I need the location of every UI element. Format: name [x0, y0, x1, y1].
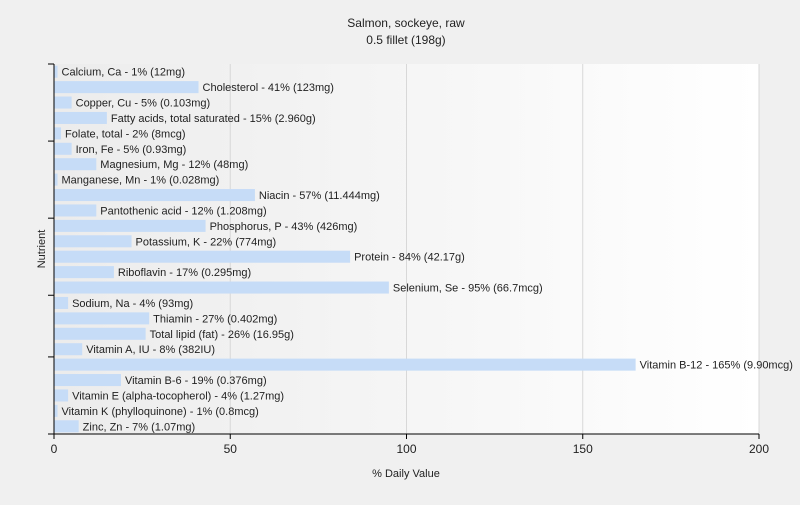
y-axis-label: Nutrient: [36, 230, 48, 269]
bar: [54, 235, 132, 248]
bar: [54, 327, 146, 340]
bar-label: Vitamin E (alpha-tocopherol) - 4% (1.27m…: [72, 390, 284, 402]
bar-label: Manganese, Mn - 1% (0.028mg): [62, 175, 220, 187]
bar: [54, 343, 83, 356]
bar: [54, 296, 69, 309]
chart-subtitle: 0.5 fillet (198g): [366, 33, 445, 47]
bar: [54, 204, 97, 217]
bar: [54, 96, 72, 109]
gridlines: [229, 64, 760, 434]
bars: [54, 65, 636, 433]
bar: [54, 65, 58, 78]
bar-label: Phosphorus, P - 43% (426mg): [210, 221, 358, 233]
axes: 0 50 100 150 200: [48, 63, 769, 456]
bar: [54, 189, 255, 202]
bar: [54, 127, 62, 140]
bar-label: Calcium, Ca - 1% (12mg): [62, 67, 185, 79]
bar: [54, 374, 121, 387]
bar-label: Copper, Cu - 5% (0.103mg): [76, 98, 211, 110]
bar: [54, 173, 58, 186]
x-tick-label: 0: [51, 442, 58, 456]
bar-label: Niacin - 57% (11.444mg): [259, 190, 380, 202]
x-tick-label: 200: [749, 442, 769, 456]
bar: [54, 404, 58, 417]
bar: [54, 420, 79, 433]
x-axis-label: % Daily Value: [372, 468, 440, 480]
bar-label: Total lipid (fat) - 26% (16.95g): [150, 329, 294, 341]
bar-label: Magnesium, Mg - 12% (48mg): [100, 159, 248, 171]
bar-label: Folate, total - 2% (8mcg): [65, 128, 185, 140]
bar-label: Selenium, Se - 95% (66.7mcg): [393, 283, 543, 295]
bar-label: Vitamin A, IU - 8% (382IU): [86, 344, 215, 356]
bar-label: Vitamin B-12 - 165% (9.90mcg): [640, 360, 793, 372]
bar-labels: Calcium, Ca - 1% (12mg) Cholesterol - 41%…: [62, 67, 793, 434]
bar: [54, 219, 206, 232]
bar-label: Pantothenic acid - 12% (1.208mg): [100, 205, 266, 217]
bar: [54, 312, 150, 325]
bar: [54, 111, 107, 124]
bar-label: Vitamin B-6 - 19% (0.376mg): [125, 375, 267, 387]
bar: [54, 158, 97, 171]
bar: [54, 250, 351, 263]
bar-label: Fatty acids, total saturated - 15% (2.96…: [111, 113, 316, 125]
bar-label: Thiamin - 27% (0.402mg): [153, 313, 277, 325]
bar: [54, 389, 69, 402]
bar: [54, 281, 389, 294]
bar: [54, 142, 72, 155]
bar-label: Potassium, K - 22% (774mg): [136, 236, 277, 248]
bar-label: Protein - 84% (42.17g): [354, 252, 465, 264]
x-tick-label: 150: [573, 442, 593, 456]
chart-title: Salmon, sockeye, raw: [347, 16, 465, 30]
bar-label: Zinc, Zn - 7% (1.07mg): [83, 421, 195, 433]
x-tick-label: 100: [396, 442, 416, 456]
bar: [54, 266, 114, 279]
x-tick-label: 50: [224, 442, 238, 456]
bar: [54, 358, 636, 371]
bar-label: Riboflavin - 17% (0.295mg): [118, 267, 251, 279]
bar: [54, 81, 199, 94]
bar-label: Vitamin K (phylloquinone) - 1% (0.8mcg): [62, 406, 259, 418]
bar-label: Sodium, Na - 4% (93mg): [72, 298, 193, 310]
bar-label: Iron, Fe - 5% (0.93mg): [76, 144, 187, 156]
bar-label: Cholesterol - 41% (123mg): [203, 82, 334, 94]
